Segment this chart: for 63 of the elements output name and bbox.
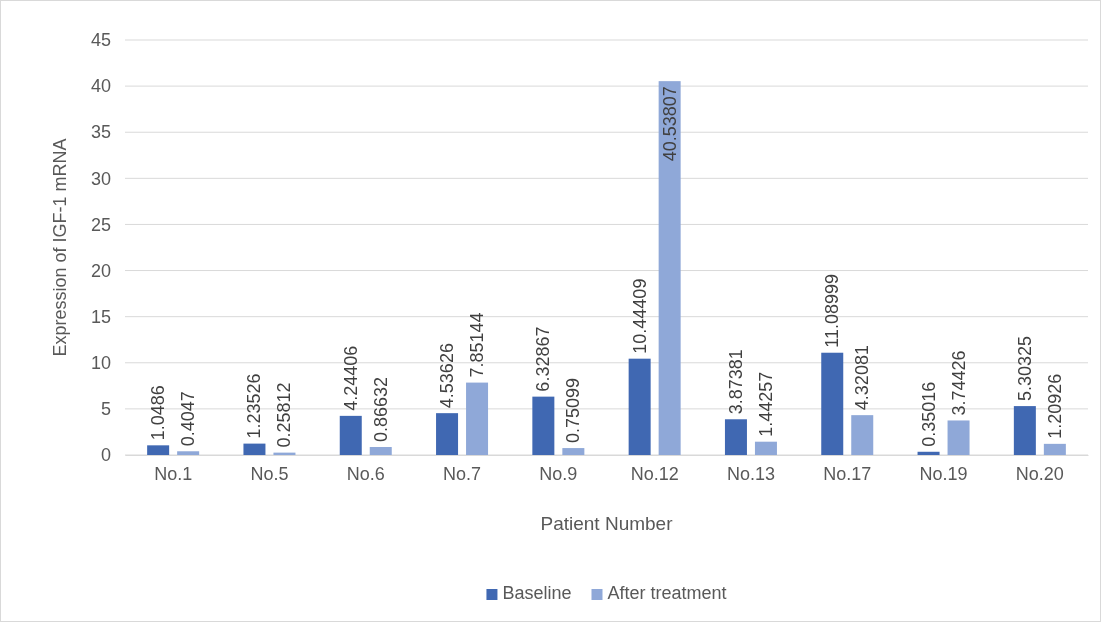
bar xyxy=(1013,406,1036,455)
bar xyxy=(339,415,362,455)
bar xyxy=(658,81,681,455)
x-axis-title: Patient Number xyxy=(540,513,674,534)
bar xyxy=(243,443,266,455)
bar xyxy=(562,448,585,455)
legend-label: Baseline xyxy=(502,583,572,603)
y-tick-label: 20 xyxy=(90,260,111,281)
bar xyxy=(851,415,874,455)
bar xyxy=(1043,443,1066,455)
bar xyxy=(466,382,489,455)
x-tick-label: No.6 xyxy=(346,463,385,484)
data-label: 0.35016 xyxy=(918,381,939,447)
bar xyxy=(947,420,970,455)
data-label: 10.44409 xyxy=(629,278,650,354)
bar xyxy=(369,447,392,455)
data-label: 1.0486 xyxy=(148,385,169,441)
bar xyxy=(754,441,777,455)
data-label: 0.25812 xyxy=(274,382,295,448)
legend-label: After treatment xyxy=(607,583,727,603)
bar xyxy=(917,451,940,455)
y-tick-label: 15 xyxy=(90,306,111,327)
x-tick-label: No.13 xyxy=(726,463,775,484)
bar xyxy=(147,445,170,455)
data-label: 11.08999 xyxy=(822,273,843,348)
x-tick-label: No.7 xyxy=(443,463,482,484)
y-tick-label: 25 xyxy=(90,214,111,235)
data-label: 3.87381 xyxy=(725,349,746,415)
y-tick-label: 40 xyxy=(90,76,111,97)
bar xyxy=(532,396,555,455)
data-label: 4.24406 xyxy=(340,345,361,411)
y-tick-label: 45 xyxy=(90,30,111,51)
y-tick-label: 30 xyxy=(90,168,111,189)
bar xyxy=(177,451,200,455)
y-tick-label: 0 xyxy=(100,445,111,466)
data-label: 40.53807 xyxy=(659,86,680,162)
data-label: 5.30325 xyxy=(1014,336,1035,402)
x-tick-label: No.17 xyxy=(823,463,872,484)
data-label: 6.32867 xyxy=(533,326,554,392)
bar xyxy=(724,419,747,455)
data-label: 1.20926 xyxy=(1044,373,1065,439)
bar xyxy=(436,413,459,455)
data-label: 1.23526 xyxy=(244,373,265,439)
x-tick-label: No.19 xyxy=(919,463,968,484)
x-tick-label: No.20 xyxy=(1015,463,1064,484)
data-label: 3.74426 xyxy=(948,350,969,416)
bar xyxy=(821,352,844,455)
x-tick-label: No.5 xyxy=(250,463,289,484)
bar xyxy=(628,358,651,455)
data-label: 0.86632 xyxy=(370,376,391,443)
data-label: 4.32081 xyxy=(852,345,873,411)
x-tick-label: No.1 xyxy=(154,463,193,484)
data-label: 0.4047 xyxy=(178,391,199,447)
data-label: 1.44257 xyxy=(755,371,776,437)
data-label: 7.85144 xyxy=(467,312,488,378)
y-axis-title: Expression of IGF-1 mRNA xyxy=(50,138,70,357)
data-label: 4.53626 xyxy=(437,343,458,409)
y-tick-label: 10 xyxy=(90,353,111,374)
y-tick-label: 5 xyxy=(100,399,111,420)
x-tick-label: No.9 xyxy=(539,463,578,484)
data-label: 0.75099 xyxy=(563,378,584,444)
x-tick-label: No.12 xyxy=(630,463,679,484)
y-tick-label: 35 xyxy=(90,122,111,143)
